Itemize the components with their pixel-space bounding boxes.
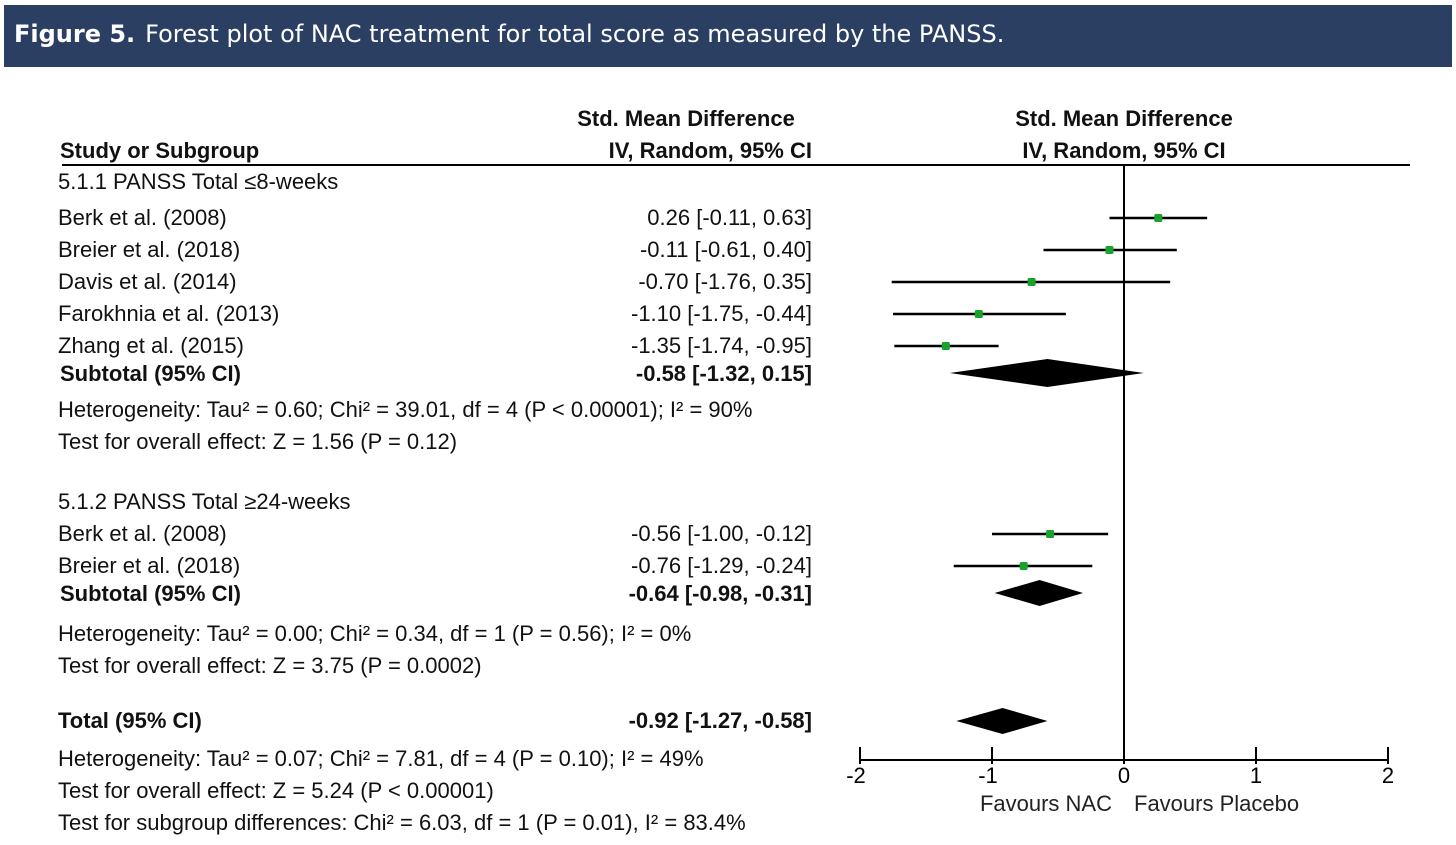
total-heterogeneity-text: Heterogeneity: Tau² = 0.07; Chi² = 7.81,… <box>58 746 704 771</box>
study-effect: -1.10 [-1.75, -0.44] <box>631 301 812 326</box>
subtotal-effect: -0.58 [-1.32, 0.15] <box>635 361 812 386</box>
total-diamond <box>956 708 1048 734</box>
study-point-estimate <box>1019 562 1028 570</box>
col-header-plot-title: Std. Mean Difference <box>1015 106 1233 131</box>
favours-left-label: Favours NAC <box>980 791 1112 816</box>
subtotal-label: Subtotal (95% CI) <box>60 581 241 606</box>
col-header-study: Study or Subgroup <box>60 138 260 163</box>
subgroup-title: 5.1.1 PANSS Total ≤8-weeks <box>58 169 339 194</box>
x-tick-label: 0 <box>1118 763 1130 788</box>
study-name: Berk et al. (2008) <box>58 521 227 546</box>
study-name: Zhang et al. (2015) <box>58 333 244 358</box>
x-tick-label: 2 <box>1382 763 1394 788</box>
study-effect: -0.11 [-0.61, 0.40] <box>639 237 812 262</box>
overall-effect-text: Test for overall effect: Z = 3.75 (P = 0… <box>58 653 482 678</box>
study-effect: -0.76 [-1.29, -0.24] <box>631 553 812 578</box>
subtotal-effect: -0.64 [-0.98, -0.31] <box>628 581 812 606</box>
study-effect: -1.35 [-1.74, -0.95] <box>631 333 812 358</box>
study-name: Berk et al. (2008) <box>58 205 227 230</box>
study-name: Farokhnia et al. (2013) <box>58 301 280 326</box>
figure-caption-bar: Figure 5. Forest plot of NAC treatment fo… <box>4 5 1452 67</box>
study-point-estimate <box>974 310 983 318</box>
study-point-estimate <box>1027 278 1036 286</box>
total-label: Total (95% CI) <box>58 708 202 733</box>
overall-effect-text: Test for overall effect: Z = 1.56 (P = 0… <box>58 429 458 454</box>
study-point-estimate <box>1105 246 1114 254</box>
study-effect: -0.56 [-1.00, -0.12] <box>631 521 812 546</box>
subgroup-differences-text: Test for subgroup differences: Chi² = 6.… <box>58 810 746 835</box>
study-effect: 0.26 [-0.11, 0.63] <box>647 205 812 230</box>
subtotal-diamond <box>949 359 1144 387</box>
x-tick-label: -2 <box>846 763 866 788</box>
figure-label: Figure 5. <box>14 20 136 48</box>
study-point-estimate <box>1046 530 1055 538</box>
subtotal-label: Subtotal (95% CI) <box>60 361 241 386</box>
study-name: Breier et al. (2018) <box>58 237 241 262</box>
study-name: Davis et al. (2014) <box>58 269 237 294</box>
total-effect: -0.92 [-1.27, -0.58] <box>628 708 812 733</box>
study-point-estimate <box>1154 214 1163 222</box>
subtotal-diamond <box>994 580 1084 606</box>
subgroup-title: 5.1.2 PANSS Total ≥24-weeks <box>58 489 351 514</box>
total-overall-effect-text: Test for overall effect: Z = 5.24 (P < 0… <box>58 778 494 803</box>
col-header-plot-method: IV, Random, 95% CI <box>1022 138 1226 163</box>
heterogeneity-text: Heterogeneity: Tau² = 0.60; Chi² = 39.01… <box>58 397 753 422</box>
col-header-effect-method: IV, Random, 95% CI <box>608 138 812 163</box>
col-header-effect-title: Std. Mean Difference <box>577 106 795 131</box>
study-effect: -0.70 [-1.76, 0.35] <box>638 269 812 294</box>
study-point-estimate <box>941 342 950 350</box>
x-tick-label: 1 <box>1250 763 1262 788</box>
favours-right-label: Favours Placebo <box>1134 791 1299 816</box>
figure-caption: Forest plot of NAC treatment for total s… <box>145 20 1005 48</box>
heterogeneity-text: Heterogeneity: Tau² = 0.00; Chi² = 0.34,… <box>58 621 692 646</box>
study-name: Breier et al. (2018) <box>58 553 241 578</box>
x-tick-label: -1 <box>978 763 998 788</box>
